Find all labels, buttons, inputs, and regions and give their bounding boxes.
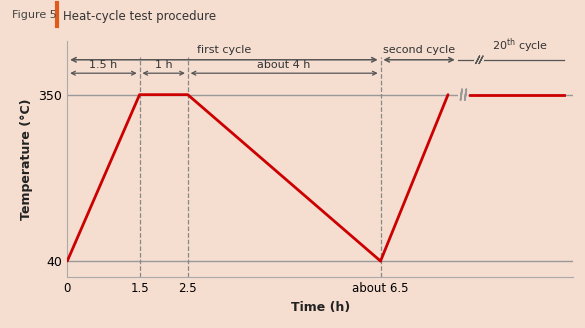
Y-axis label: Temperature (°C): Temperature (°C) bbox=[20, 98, 33, 220]
Text: Heat-cycle test procedure: Heat-cycle test procedure bbox=[63, 10, 216, 23]
Text: 20$^\mathregular{th}$ cycle: 20$^\mathregular{th}$ cycle bbox=[492, 37, 549, 55]
X-axis label: Time (h): Time (h) bbox=[291, 300, 350, 314]
Text: 1 h: 1 h bbox=[155, 60, 173, 70]
Text: second cycle: second cycle bbox=[383, 46, 455, 55]
Text: first cycle: first cycle bbox=[197, 46, 251, 55]
Text: about 4 h: about 4 h bbox=[257, 60, 311, 70]
Text: Figure 5: Figure 5 bbox=[12, 10, 56, 20]
Text: 1.5 h: 1.5 h bbox=[90, 60, 118, 70]
